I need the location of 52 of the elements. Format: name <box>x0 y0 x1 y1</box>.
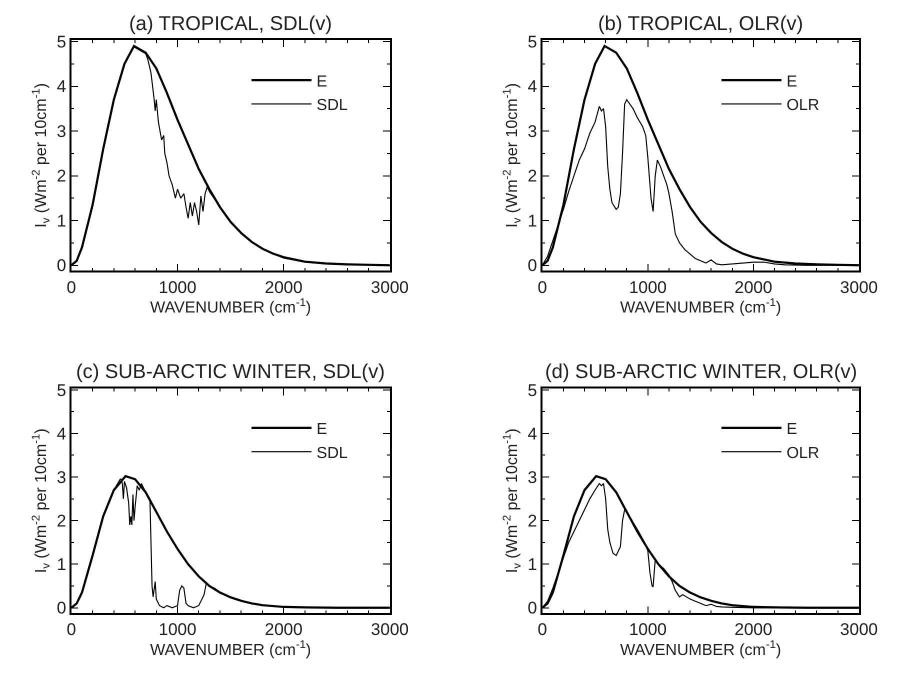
y-tick-label: 0 <box>56 256 66 276</box>
y-tick-label: 0 <box>56 598 66 618</box>
x-tick-label: 3000 <box>840 620 878 640</box>
y-tick-label: 2 <box>56 166 66 186</box>
y-tick-label: 2 <box>528 512 538 531</box>
y-tick-label: 3 <box>56 122 66 141</box>
y-tick-label: 4 <box>56 424 66 444</box>
x-tick-label: 2000 <box>734 278 772 297</box>
y-tick-label: 1 <box>56 555 66 574</box>
x-tick-label: 1000 <box>628 620 667 640</box>
y-tick-label: 0 <box>528 598 538 618</box>
chart-title: (d) SUB-ARCTIC WINTER, OLR(v) <box>545 361 858 383</box>
x-tick-label: 1000 <box>158 620 196 640</box>
x-tick-label: 1000 <box>158 278 196 297</box>
chart-title: (b) TROPICAL, OLR(v) <box>598 13 804 35</box>
y-tick-label: 4 <box>528 77 538 96</box>
x-tick-label: 3000 <box>840 278 878 297</box>
y-tick-label: 3 <box>528 468 538 487</box>
y-tick-label: 2 <box>528 166 538 186</box>
chart-title: (a) TROPICAL, SDL(v) <box>129 13 332 35</box>
y-tick-label: 5 <box>56 32 66 52</box>
x-tick-label: 3000 <box>370 278 409 297</box>
legend-label: SDL <box>316 444 348 462</box>
x-tick-label: 2000 <box>264 278 303 297</box>
y-tick-label: 5 <box>56 380 66 400</box>
legend-label: OLR <box>786 444 820 462</box>
x-axis-title: WAVENUMBER (cm$^{-1}$) <box>150 296 312 317</box>
x-tick-label: 2000 <box>734 620 772 640</box>
y-tick-label: 4 <box>528 424 538 444</box>
y-tick-label: 5 <box>528 32 538 52</box>
y-tick-label: 1 <box>56 211 66 230</box>
legend-label: E <box>316 73 328 90</box>
x-axis-title: WAVENUMBER (cm$^{-1}$) <box>150 639 312 659</box>
y-tick-label: 1 <box>528 555 538 574</box>
x-tick-label: 2000 <box>264 620 303 640</box>
legend-label: E <box>786 73 798 90</box>
y-tick-label: 4 <box>56 77 66 96</box>
y-tick-label: 3 <box>56 468 66 487</box>
legend-label: OLR <box>786 97 820 114</box>
x-axis-title: WAVENUMBER (cm$^{-1}$) <box>620 639 782 659</box>
legend-label: E <box>786 421 798 438</box>
chart-title: (c) SUB-ARCTIC WINTER, SDL(v) <box>76 361 385 383</box>
y-tick-label: 2 <box>56 512 66 531</box>
x-tick-label: 1000 <box>628 278 667 297</box>
y-tick-label: 3 <box>528 122 538 141</box>
x-axis-title: WAVENUMBER (cm$^{-1}$) <box>620 296 782 317</box>
y-tick-label: 1 <box>528 211 538 230</box>
y-tick-label: 5 <box>528 380 538 400</box>
y-tick-label: 0 <box>528 256 538 276</box>
x-tick-label: 3000 <box>370 620 409 640</box>
legend-label: E <box>316 421 328 438</box>
legend-label: SDL <box>316 97 348 114</box>
